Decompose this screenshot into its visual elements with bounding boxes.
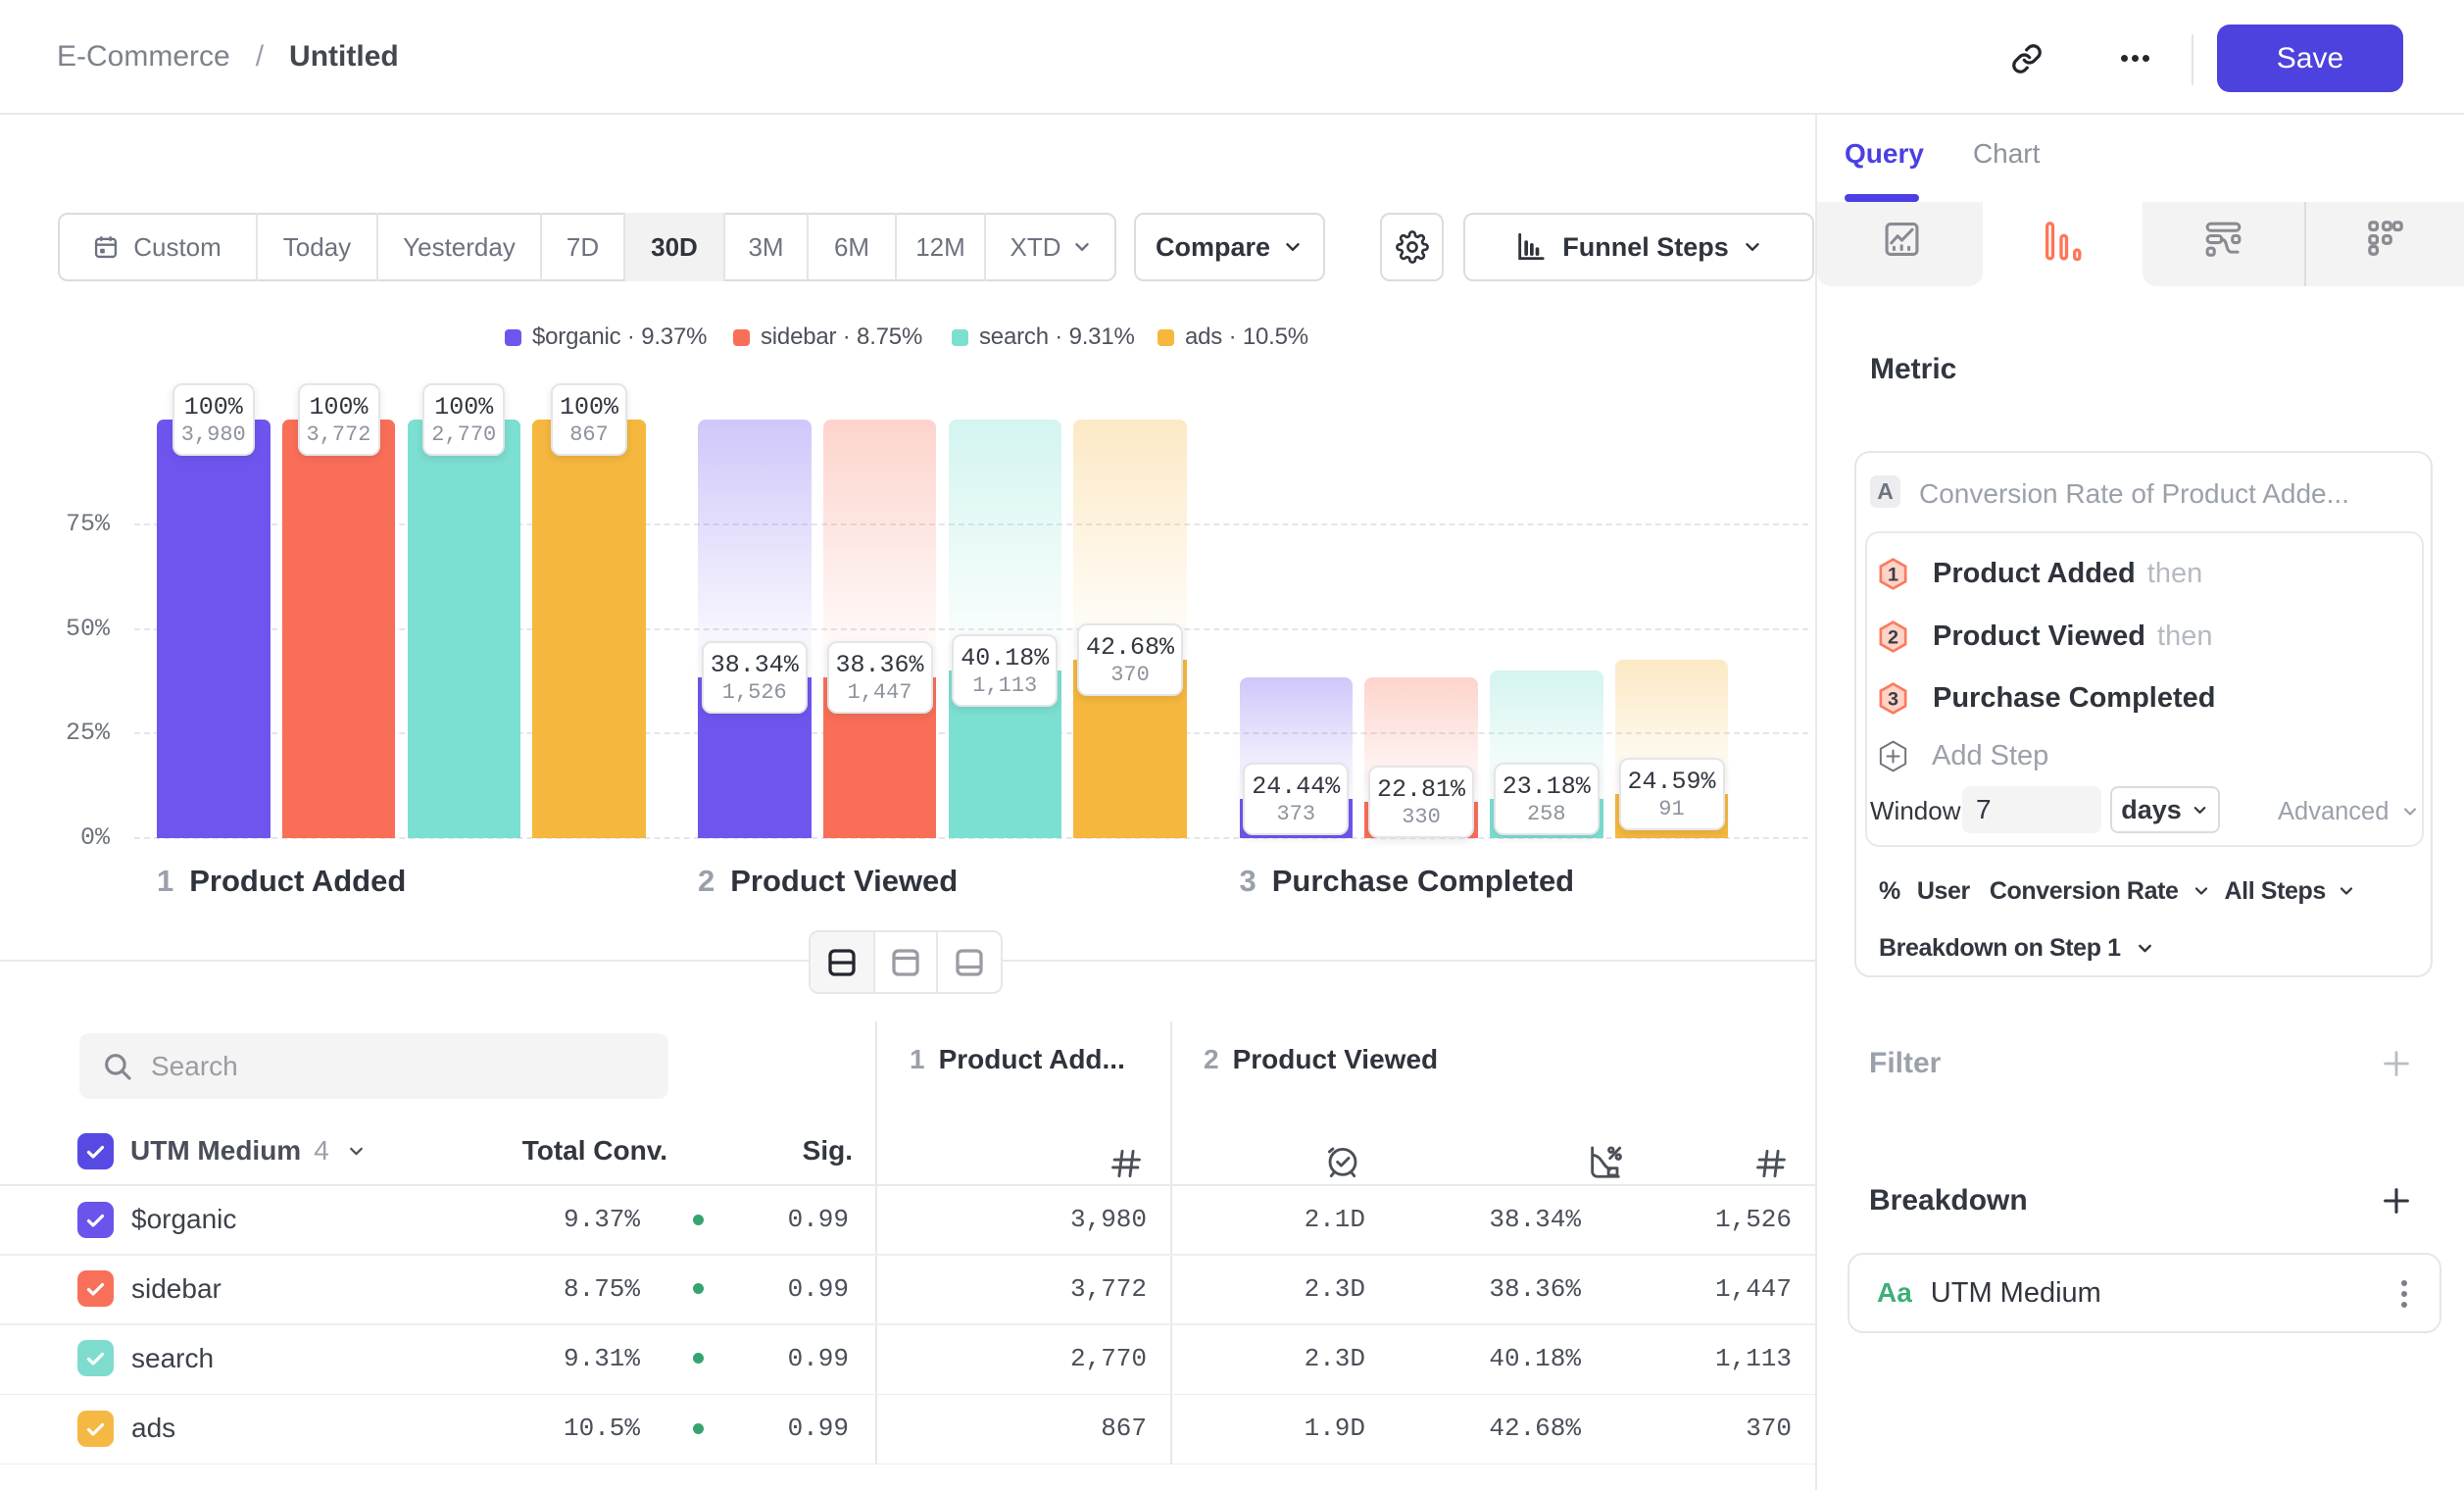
svg-text:2: 2: [1888, 626, 1898, 648]
svg-text:1: 1: [1888, 564, 1898, 585]
svg-text:3: 3: [1888, 688, 1898, 710]
